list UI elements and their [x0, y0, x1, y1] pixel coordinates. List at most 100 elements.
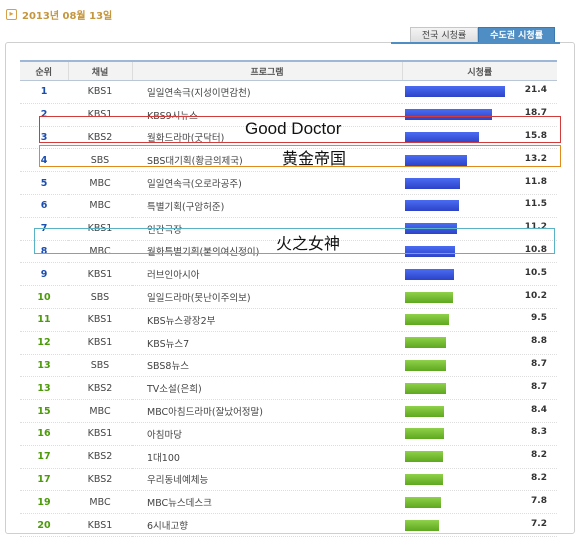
rank-cell: 3 [20, 126, 68, 150]
channel-cell: MBC [68, 194, 132, 218]
rating-bar [405, 451, 443, 463]
date-label: 2013년 08월 13일 [22, 10, 113, 22]
rank-cell: 13 [20, 354, 68, 378]
col-header-rating: 시청률 [401, 60, 557, 81]
tab-national-ratings[interactable]: 전국 시청률 [409, 27, 479, 43]
rating-cell: 21.4 [402, 80, 557, 104]
channel-cell: KBS2 [68, 376, 132, 401]
rating-bar [405, 496, 441, 508]
rating-cell-inner: 8.2 [402, 446, 557, 467]
rating-cell: 8.7 [402, 354, 557, 378]
rank-cell: 19 [20, 490, 68, 515]
annotation-goddess-of-fire: 火之女神 [276, 234, 341, 253]
program-cell: 특별기획(구암허준) [132, 194, 402, 218]
rating-cell-inner: 11.5 [402, 195, 557, 216]
rating-value: 8.2 [531, 472, 547, 483]
program-cell: TV소설(은희) [132, 376, 402, 401]
channel-cell: KBS1 [68, 262, 132, 287]
rating-bar [405, 86, 505, 98]
table-row: 17 KBS2 1대100 8.2 [20, 445, 557, 469]
rating-cell: 10.8 [402, 240, 557, 264]
rating-cell: 8.3 [402, 422, 557, 446]
rating-bar [405, 405, 444, 417]
channel-cell: KBS1 [68, 103, 132, 127]
rating-value: 11.8 [524, 176, 547, 187]
date-header: ▸ 2013년 08월 13일 [6, 6, 112, 22]
annotation-good-doctor: Good Doctor [245, 119, 342, 138]
rating-bar [405, 154, 467, 166]
program-cell: SBS8뉴스 [132, 354, 402, 378]
channel-cell: KBS1 [68, 513, 132, 537]
rating-bar [405, 245, 455, 257]
rank-cell: 17 [20, 468, 68, 492]
program-cell: 월화특별기획(불의여신정이) [132, 240, 402, 264]
rating-cell-inner: 13.2 [402, 150, 557, 171]
table-header-row: 순위 채널 프로그램 시청률 [20, 60, 557, 81]
rating-cell: 11.5 [402, 194, 557, 218]
table-row: 17 KBS2 우리동네예체능 8.2 [20, 468, 557, 492]
program-cell: MBC아침드라마(잘났어정말) [132, 399, 402, 423]
tab-capital-ratings[interactable]: 수도권 시청률 [478, 27, 555, 43]
rating-cell: 10.5 [402, 262, 557, 287]
rating-cell: 15.8 [402, 126, 557, 150]
rank-cell: 1 [20, 80, 68, 104]
rank-cell: 13 [20, 376, 68, 401]
rating-cell-inner: 18.7 [402, 104, 557, 125]
rating-value: 10.2 [524, 290, 547, 301]
rank-cell: 11 [20, 308, 68, 332]
table-row: 20 KBS1 6시내고향 7.2 [20, 513, 557, 537]
channel-cell: KBS1 [68, 331, 132, 355]
rating-cell-inner: 11.8 [402, 173, 557, 194]
rating-cell: 10.2 [402, 285, 557, 309]
rating-bar [405, 177, 460, 189]
channel-cell: MBC [68, 399, 132, 423]
channel-cell: KBS2 [68, 445, 132, 469]
rating-cell-inner: 7.8 [402, 492, 557, 513]
rating-value: 8.8 [531, 336, 547, 347]
table-row: 13 KBS2 TV소설(은희) 8.7 [20, 376, 557, 401]
rating-value: 9.5 [531, 313, 547, 324]
rank-cell: 10 [20, 285, 68, 309]
channel-cell: KBS1 [68, 80, 132, 104]
rating-cell-inner: 8.3 [402, 423, 557, 444]
rating-cell: 7.2 [402, 513, 557, 537]
program-cell: 1대100 [132, 445, 402, 469]
rating-cell: 18.7 [402, 103, 557, 127]
rating-bar [405, 337, 446, 349]
tab-underline [391, 42, 560, 44]
rating-value: 18.7 [524, 108, 547, 119]
channel-cell: SBS [68, 285, 132, 309]
rating-cell-inner: 7.2 [402, 515, 557, 536]
rating-value: 8.4 [531, 404, 547, 415]
rating-value: 11.2 [524, 222, 547, 233]
rating-cell-inner: 8.2 [402, 469, 557, 490]
rating-value: 8.3 [531, 427, 547, 438]
rating-bar [405, 359, 446, 371]
rating-value: 21.4 [524, 85, 547, 96]
rank-cell: 17 [20, 445, 68, 469]
program-cell: 일일연속극(지성이면감천) [132, 80, 402, 104]
arrow-right-icon: ▸ [6, 8, 17, 20]
rating-cell-inner: 10.5 [402, 264, 557, 285]
table-row: 16 KBS1 아침마당 8.3 [20, 422, 557, 446]
table-row: 10 SBS 일일드라마(못난이주의보) 10.2 [20, 285, 557, 309]
table-row: 5 MBC 일일연속극(오로라공주) 11.8 [20, 171, 557, 195]
rating-bar [405, 131, 479, 143]
program-cell: 러브인아시아 [132, 262, 402, 287]
channel-cell: KBS2 [68, 468, 132, 492]
rank-cell: 16 [20, 422, 68, 446]
annotation-box-good-doctor [39, 116, 561, 143]
rating-cell-inner: 8.7 [402, 378, 557, 399]
rating-bar [405, 314, 449, 326]
channel-cell: KBS1 [68, 308, 132, 332]
table-row: 19 MBC MBC뉴스데스크 7.8 [20, 490, 557, 515]
rating-tabs: 전국 시청률 수도권 시청률 [409, 27, 555, 43]
rank-cell: 12 [20, 331, 68, 355]
rating-cell: 9.5 [402, 308, 557, 332]
rating-value: 8.2 [531, 450, 547, 461]
rating-cell-inner: 8.7 [402, 355, 557, 376]
rating-cell: 11.8 [402, 171, 557, 195]
rating-bar [405, 382, 446, 394]
rank-cell: 5 [20, 171, 68, 195]
rating-value: 8.7 [531, 358, 547, 369]
